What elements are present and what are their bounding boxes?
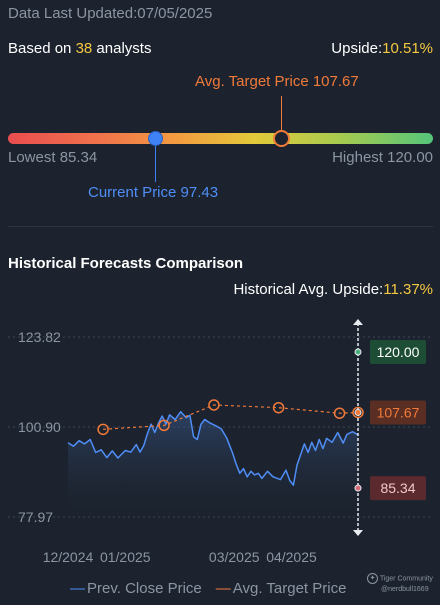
avg-target-point[interactable] xyxy=(208,399,220,411)
highest-price-label: Highest 120.00 xyxy=(332,149,433,166)
reference-marker-dot xyxy=(354,408,362,416)
watermark: ✦ Tiger Community @nerdbull1669 xyxy=(367,573,433,595)
reference-marker-dot xyxy=(354,484,362,492)
reference-tag-label: 120.00 xyxy=(377,344,420,360)
reference-tag xyxy=(370,400,426,425)
legend-target-swatch: — xyxy=(215,580,231,597)
reference-marker-dot xyxy=(354,348,362,356)
avg-target-point[interactable] xyxy=(352,406,364,419)
legend-close-label: Prev. Close Price xyxy=(87,580,202,597)
legend-target-label: Avg. Target Price xyxy=(232,580,347,597)
reference-tag-label: 85.34 xyxy=(380,480,415,496)
close-price-area xyxy=(68,411,358,517)
historical-upside-text: Historical Avg. Upside:11.37% xyxy=(233,281,433,298)
chart-legend: — Prev. Close Price — Avg. Target Price xyxy=(70,580,346,597)
tiger-logo-icon: ✦ xyxy=(367,573,378,584)
x-tick-label: 12/2024 xyxy=(43,549,94,565)
upside-value: 10.51% xyxy=(382,40,433,57)
avg-target-point[interactable] xyxy=(272,401,285,414)
historical-forecast-chart[interactable]: 123.82 100.90 77.97 12/2024 01/2025 03/2025 04… xyxy=(0,300,440,580)
x-tick-label: 03/2025 xyxy=(209,549,260,565)
upside-text: Upside:10.51% xyxy=(331,40,433,57)
crosshair-top-handle[interactable] xyxy=(353,319,363,325)
lowest-price-label: Lowest 85.34 xyxy=(8,149,98,166)
last-updated: Data Last Updated:07/05/2025 xyxy=(8,5,213,22)
avg-target-point[interactable] xyxy=(97,423,109,436)
avg-target-pointer xyxy=(281,96,282,132)
close-price-line xyxy=(67,410,359,486)
reference-tag xyxy=(370,339,426,364)
avg-target-point[interactable] xyxy=(158,419,170,432)
historical-title: Historical Forecasts Comparison xyxy=(8,255,244,272)
avg-target-price-label: Avg. Target Price 107.67 xyxy=(195,73,359,90)
y-tick-label: 77.97 xyxy=(18,509,53,525)
y-tick-label: 100.90 xyxy=(18,419,61,435)
avg-target-point[interactable] xyxy=(333,407,346,419)
current-price-label: Current Price 97.43 xyxy=(88,184,219,201)
current-price-marker xyxy=(148,131,163,146)
avg-target-line xyxy=(103,404,359,430)
section-divider xyxy=(8,226,433,227)
analyst-count-text: Based on 38 analysts xyxy=(8,40,152,57)
crosshair-bottom-handle[interactable] xyxy=(353,530,363,536)
reference-tag xyxy=(370,476,426,501)
y-tick-label: 123.82 xyxy=(18,329,61,345)
historical-upside-value: 11.37% xyxy=(383,281,433,298)
analyst-count: 38 xyxy=(75,40,93,57)
x-tick-label: 04/2025 xyxy=(266,549,317,565)
current-price-pointer xyxy=(155,146,156,182)
price-range-bar xyxy=(8,133,433,144)
legend-close-swatch: — xyxy=(70,580,85,597)
reference-tag-label: 107.67 xyxy=(377,404,420,420)
avg-target-marker xyxy=(273,130,290,147)
x-tick-label: 01/2025 xyxy=(100,549,151,565)
